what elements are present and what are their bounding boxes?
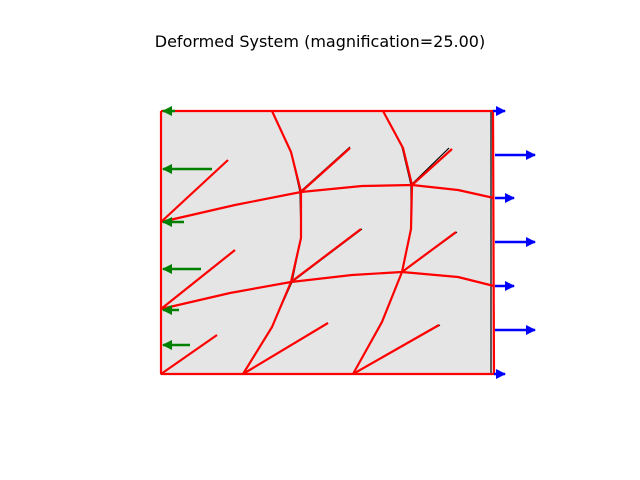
deformed-branch [290,228,362,283]
figure-title: Deformed System (magnification=25.00) [154,32,486,51]
left-load-arrows [162,106,212,350]
deformed-branch [300,147,351,193]
deformed-branch [160,249,236,310]
right-load-arrows [493,106,536,379]
deformed-right-edge [491,110,496,375]
deformed-mesh [159,109,496,376]
domain-area [161,111,493,374]
deformed-branch [242,322,329,375]
deformed-branch [160,334,218,375]
deformed-branch [411,148,453,186]
deformed-branch [352,324,440,375]
deformed-branch [401,231,457,273]
deformed-branch [160,159,229,223]
deformed-crack-2 [352,110,414,375]
deformed-crack-1 [242,110,303,375]
deformed-horizontal-lower [160,270,495,311]
deformed-horizontal-upper [160,183,495,224]
